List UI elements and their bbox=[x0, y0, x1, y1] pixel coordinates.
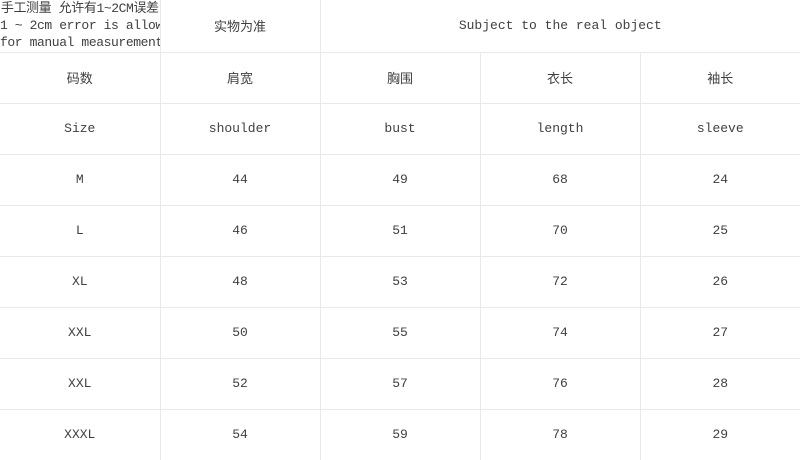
sleeve-value: 26 bbox=[639, 255, 800, 308]
sleeve-value: 28 bbox=[639, 357, 800, 410]
col-header-en-shoulder: shoulder bbox=[159, 102, 321, 155]
length-value: 78 bbox=[479, 408, 641, 460]
measurement-note-line-en1: 1 ~ 2cm error is allowed bbox=[0, 18, 160, 34]
sleeve-value: 25 bbox=[639, 204, 800, 257]
sleeve-value: 29 bbox=[639, 408, 800, 460]
table-row-xxl-2: XXL 52 57 76 28 bbox=[0, 357, 800, 410]
col-header-cn-length: 衣长 bbox=[479, 51, 641, 104]
shoulder-value: 48 bbox=[159, 255, 321, 308]
table-row-l: L 46 51 70 25 bbox=[0, 204, 800, 257]
shoulder-value: 44 bbox=[159, 153, 321, 206]
measurement-note-line-cn: 手工测量 允许有1~2CM误差 bbox=[0, 1, 159, 17]
shoulder-value: 50 bbox=[159, 306, 321, 359]
bust-value: 49 bbox=[319, 153, 481, 206]
subject-cn-cell: 实物为准 bbox=[159, 0, 321, 53]
sleeve-value: 27 bbox=[639, 306, 800, 359]
table-row-xl: XL 48 53 72 26 bbox=[0, 255, 800, 308]
column-header-row-cn: 码数 肩宽 胸围 衣长 袖长 bbox=[0, 51, 800, 104]
shoulder-value: 52 bbox=[159, 357, 321, 410]
size-label: XXL bbox=[0, 306, 161, 359]
table-row-xxl-1: XXL 50 55 74 27 bbox=[0, 306, 800, 359]
table-row-xxxl: XXXL 54 59 78 29 bbox=[0, 408, 800, 460]
length-value: 76 bbox=[479, 357, 641, 410]
length-value: 72 bbox=[479, 255, 641, 308]
bust-value: 53 bbox=[319, 255, 481, 308]
col-header-cn-size: 码数 bbox=[0, 51, 161, 104]
size-label: L bbox=[0, 204, 161, 257]
sleeve-value: 24 bbox=[639, 153, 800, 206]
col-header-cn-sleeve: 袖长 bbox=[639, 51, 800, 104]
shoulder-value: 46 bbox=[159, 204, 321, 257]
size-label: M bbox=[0, 153, 161, 206]
bust-value: 57 bbox=[319, 357, 481, 410]
col-header-en-bust: bust bbox=[319, 102, 481, 155]
col-header-en-length: length bbox=[479, 102, 641, 155]
size-label: XXXL bbox=[0, 408, 161, 460]
col-header-cn-bust: 胸围 bbox=[319, 51, 481, 104]
length-value: 68 bbox=[479, 153, 641, 206]
size-label: XL bbox=[0, 255, 161, 308]
shoulder-value: 54 bbox=[159, 408, 321, 460]
table-header-row: 手工测量 允许有1~2CM误差 1 ~ 2cm error is allowed… bbox=[0, 0, 800, 53]
size-label: XXL bbox=[0, 357, 161, 410]
length-value: 74 bbox=[479, 306, 641, 359]
length-value: 70 bbox=[479, 204, 641, 257]
bust-value: 55 bbox=[319, 306, 481, 359]
table-row-m: M 44 49 68 24 bbox=[0, 153, 800, 206]
col-header-en-sleeve: sleeve bbox=[639, 102, 800, 155]
bust-value: 59 bbox=[319, 408, 481, 460]
col-header-cn-shoulder: 肩宽 bbox=[159, 51, 321, 104]
column-header-row-en: Size shoulder bust length sleeve bbox=[0, 102, 800, 155]
measurement-note-cell: 手工测量 允许有1~2CM误差 1 ~ 2cm error is allowed… bbox=[0, 0, 161, 53]
measurement-note-line-en2: for manual measurement bbox=[0, 35, 160, 51]
col-header-en-size: Size bbox=[0, 102, 161, 155]
subject-en-cell: Subject to the real object bbox=[319, 0, 800, 53]
bust-value: 51 bbox=[319, 204, 481, 257]
